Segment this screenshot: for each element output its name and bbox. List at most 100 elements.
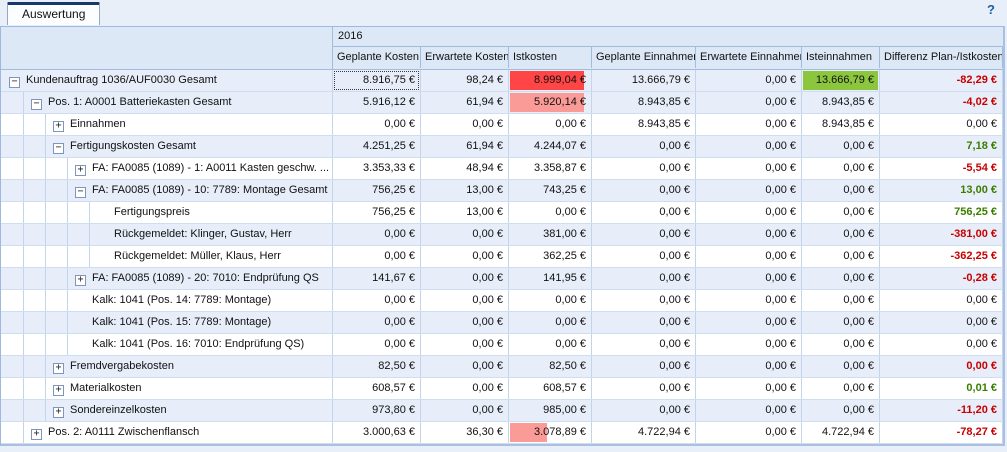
cell-differenz[interactable]: -78,27 €	[880, 422, 1003, 443]
table-row[interactable]: Rückgemeldet: Klinger, Gustav, Herr 0,00 …	[1, 224, 1003, 246]
cell-geplante-kosten[interactable]: 0,00 €	[333, 334, 421, 355]
cell-differenz[interactable]: 0,00 €	[880, 334, 1003, 355]
cell-erwartete-einnahmen[interactable]: 0,00 €	[696, 180, 802, 201]
cell-isteinnahmen[interactable]: 0,00 €	[802, 356, 880, 377]
cell-isteinnahmen[interactable]: 0,00 €	[802, 158, 880, 179]
cell-istkosten[interactable]: 3.358,87 €	[509, 158, 592, 179]
cell-erwartete-einnahmen[interactable]: 0,00 €	[696, 378, 802, 399]
cell-isteinnahmen[interactable]: 8.943,85 €	[802, 114, 880, 135]
help-icon[interactable]: ?	[987, 2, 995, 17]
cell-differenz[interactable]: -0,28 €	[880, 268, 1003, 289]
cell-differenz[interactable]: 0,00 €	[880, 312, 1003, 333]
table-row[interactable]: + Materialkosten 608,57 € 0,00 € 608,57 € 0,0…	[1, 378, 1003, 400]
tab-auswertung[interactable]: Auswertung	[7, 2, 101, 25]
cell-geplante-einnahmen[interactable]: 0,00 €	[592, 180, 696, 201]
cell-differenz[interactable]: 0,01 €	[880, 378, 1003, 399]
cell-differenz[interactable]: 7,18 €	[880, 136, 1003, 157]
cell-erwartete-einnahmen[interactable]: 0,00 €	[696, 400, 802, 421]
cell-erwartete-kosten[interactable]: 61,94 €	[421, 136, 509, 157]
cell-geplante-kosten[interactable]: 141,67 €	[333, 268, 421, 289]
cell-geplante-kosten[interactable]: 82,50 €	[333, 356, 421, 377]
expand-icon[interactable]: +	[75, 275, 86, 286]
table-row[interactable]: + FA: FA0085 (1089) - 20: 7010: Endprüfun…	[1, 268, 1003, 290]
table-row[interactable]: − Fertigungskosten Gesamt 4.251,25 € 61,94 …	[1, 136, 1003, 158]
column-header-geplante-einnahmen[interactable]: Geplante Einnahmen	[592, 47, 696, 68]
cell-geplante-kosten[interactable]: 4.251,25 €	[333, 136, 421, 157]
collapse-icon[interactable]: −	[31, 99, 42, 110]
cell-geplante-kosten[interactable]: 756,25 €	[333, 202, 421, 223]
column-header-isteinnahmen[interactable]: Isteinnahmen	[802, 47, 880, 68]
cell-isteinnahmen[interactable]: 0,00 €	[802, 378, 880, 399]
cell-geplante-kosten[interactable]: 3.353,33 €	[333, 158, 421, 179]
table-row[interactable]: + Einnahmen 0,00 € 0,00 € 0,00 € 8.943,85 € 0,…	[1, 114, 1003, 136]
cell-erwartete-kosten[interactable]: 13,00 €	[421, 202, 509, 223]
column-header-istkosten[interactable]: Istkosten	[509, 47, 592, 68]
cell-geplante-einnahmen[interactable]: 0,00 €	[592, 356, 696, 377]
cell-istkosten[interactable]: 0,00 €	[509, 114, 592, 135]
cell-isteinnahmen[interactable]: 0,00 €	[802, 246, 880, 267]
cell-differenz[interactable]: 756,25 €	[880, 202, 1003, 223]
table-row[interactable]: − Kundenauftrag 1036/AUF0030 Gesamt 8.916,…	[1, 70, 1003, 92]
cell-geplante-einnahmen[interactable]: 0,00 €	[592, 400, 696, 421]
cell-differenz[interactable]: 0,00 €	[880, 290, 1003, 311]
expand-icon[interactable]: +	[53, 385, 64, 396]
cell-geplante-kosten[interactable]: 0,00 €	[333, 246, 421, 267]
cell-differenz[interactable]: -362,25 €	[880, 246, 1003, 267]
cell-geplante-kosten[interactable]: 608,57 €	[333, 378, 421, 399]
cell-erwartete-kosten[interactable]: 0,00 €	[421, 224, 509, 245]
cell-istkosten[interactable]: 5.920,14 €	[509, 92, 592, 113]
cell-geplante-einnahmen[interactable]: 13.666,79 €	[592, 70, 696, 91]
cell-geplante-einnahmen[interactable]: 0,00 €	[592, 224, 696, 245]
cell-isteinnahmen[interactable]: 0,00 €	[802, 136, 880, 157]
cell-istkosten[interactable]: 0,00 €	[509, 290, 592, 311]
cell-isteinnahmen[interactable]: 0,00 €	[802, 400, 880, 421]
cell-geplante-kosten[interactable]: 0,00 €	[333, 224, 421, 245]
collapse-icon[interactable]: −	[75, 187, 86, 198]
cell-erwartete-einnahmen[interactable]: 0,00 €	[696, 202, 802, 223]
table-row[interactable]: Rückgemeldet: Müller, Klaus, Herr 0,00 € 0…	[1, 246, 1003, 268]
cell-geplante-kosten[interactable]: 0,00 €	[333, 290, 421, 311]
cell-erwartete-einnahmen[interactable]: 0,00 €	[696, 268, 802, 289]
cell-erwartete-kosten[interactable]: 61,94 €	[421, 92, 509, 113]
cell-erwartete-kosten[interactable]: 0,00 €	[421, 290, 509, 311]
cell-erwartete-einnahmen[interactable]: 0,00 €	[696, 246, 802, 267]
cell-erwartete-kosten[interactable]: 0,00 €	[421, 246, 509, 267]
column-header-geplante-kosten[interactable]: Geplante Kosten	[333, 47, 421, 68]
cell-istkosten[interactable]: 82,50 €	[509, 356, 592, 377]
table-row[interactable]: + Fremdvergabekosten 82,50 € 0,00 € 82,50 € 0…	[1, 356, 1003, 378]
column-header-erwartete-kosten[interactable]: Erwartete Kosten	[421, 47, 509, 68]
cell-erwartete-einnahmen[interactable]: 0,00 €	[696, 422, 802, 443]
cell-erwartete-kosten[interactable]: 0,00 €	[421, 268, 509, 289]
cell-istkosten[interactable]: 8.999,04 €	[509, 70, 592, 91]
cell-differenz[interactable]: -5,54 €	[880, 158, 1003, 179]
cell-differenz[interactable]: 13,00 €	[880, 180, 1003, 201]
expand-icon[interactable]: +	[75, 165, 86, 176]
cell-erwartete-kosten[interactable]: 13,00 €	[421, 180, 509, 201]
cell-geplante-kosten[interactable]: 756,25 €	[333, 180, 421, 201]
cell-geplante-kosten[interactable]: 3.000,63 €	[333, 422, 421, 443]
cell-erwartete-einnahmen[interactable]: 0,00 €	[696, 334, 802, 355]
cell-isteinnahmen[interactable]: 0,00 €	[802, 334, 880, 355]
cell-isteinnahmen[interactable]: 8.943,85 €	[802, 92, 880, 113]
cell-geplante-einnahmen[interactable]: 0,00 €	[592, 246, 696, 267]
cell-istkosten[interactable]: 985,00 €	[509, 400, 592, 421]
cell-geplante-einnahmen[interactable]: 4.722,94 €	[592, 422, 696, 443]
cell-differenz[interactable]: -82,29 €	[880, 70, 1003, 91]
table-row[interactable]: Fertigungspreis 756,25 € 13,00 € 0,00 € 0,00…	[1, 202, 1003, 224]
table-row[interactable]: Kalk: 1041 (Pos. 16: 7010: Endprüfung QS…	[1, 334, 1003, 356]
cell-erwartete-einnahmen[interactable]: 0,00 €	[696, 224, 802, 245]
cell-isteinnahmen[interactable]: 0,00 €	[802, 180, 880, 201]
cell-erwartete-kosten[interactable]: 0,00 €	[421, 356, 509, 377]
table-row[interactable]: Kalk: 1041 (Pos. 14: 7789: Montage) 0,00 …	[1, 290, 1003, 312]
cell-istkosten[interactable]: 362,25 €	[509, 246, 592, 267]
table-row[interactable]: − Pos. 1: A0001 Batteriekasten Gesamt 5.91…	[1, 92, 1003, 114]
cell-erwartete-einnahmen[interactable]: 0,00 €	[696, 356, 802, 377]
cell-geplante-einnahmen[interactable]: 0,00 €	[592, 312, 696, 333]
cell-differenz[interactable]: -4,02 €	[880, 92, 1003, 113]
table-row[interactable]: + Pos. 2: A0111 Zwischenflansch 3.000,63 €…	[1, 422, 1003, 444]
collapse-icon[interactable]: −	[9, 77, 20, 88]
cell-erwartete-einnahmen[interactable]: 0,00 €	[696, 312, 802, 333]
cell-geplante-einnahmen[interactable]: 0,00 €	[592, 136, 696, 157]
cell-erwartete-einnahmen[interactable]: 0,00 €	[696, 92, 802, 113]
cell-istkosten[interactable]: 141,95 €	[509, 268, 592, 289]
